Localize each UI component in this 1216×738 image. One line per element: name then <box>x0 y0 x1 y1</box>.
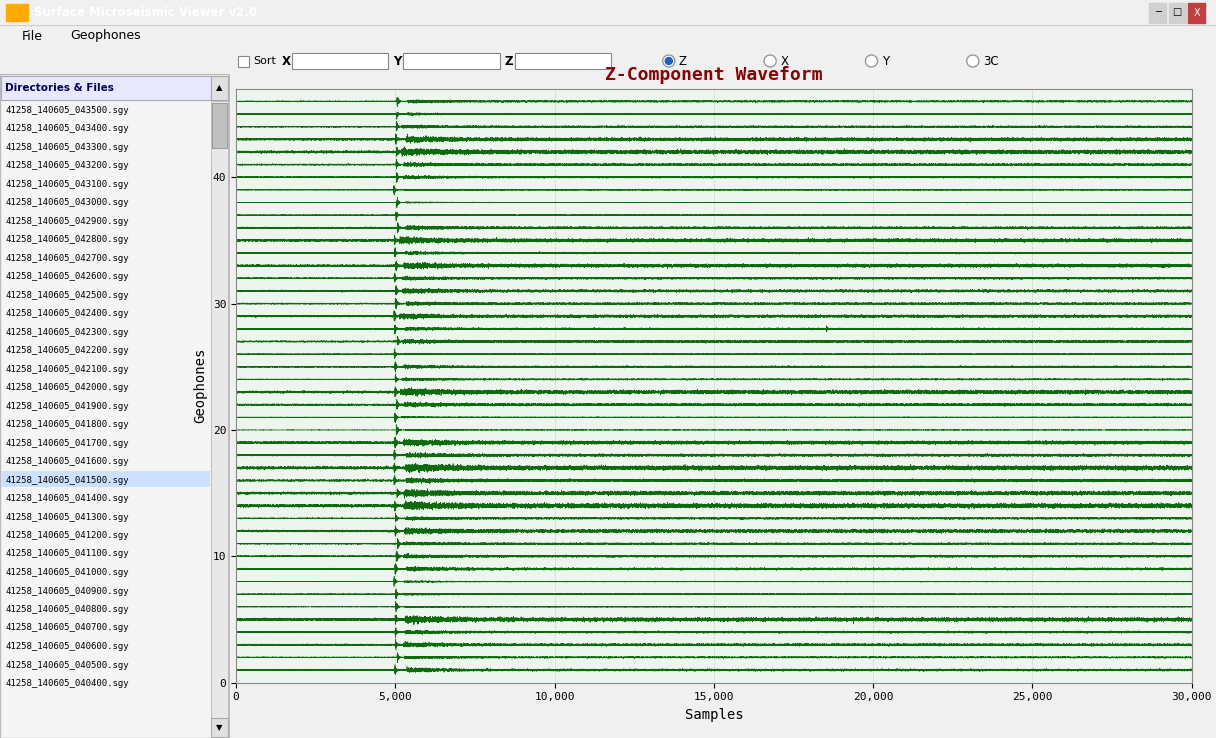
Text: 41258_140605_043200.sgy: 41258_140605_043200.sgy <box>5 161 129 170</box>
Text: X: X <box>781 55 788 67</box>
Text: 41258_140605_041800.sgy: 41258_140605_041800.sgy <box>5 420 129 429</box>
Text: 41258_140605_043100.sgy: 41258_140605_043100.sgy <box>5 179 129 188</box>
Text: 41258_140605_042200.sgy: 41258_140605_042200.sgy <box>5 346 129 355</box>
Text: 41258_140605_042300.sgy: 41258_140605_042300.sgy <box>5 328 129 337</box>
Text: Directories & Files: Directories & Files <box>5 83 114 93</box>
Text: □: □ <box>1172 7 1182 18</box>
Text: File: File <box>22 30 43 43</box>
Bar <box>212 101 229 718</box>
Text: 41258_140605_040600.sgy: 41258_140605_040600.sgy <box>5 642 129 651</box>
Text: Y: Y <box>882 55 889 67</box>
Bar <box>212 76 229 100</box>
Bar <box>292 53 388 69</box>
Circle shape <box>866 55 878 67</box>
Text: 41258_140605_043400.sgy: 41258_140605_043400.sgy <box>5 124 129 133</box>
Bar <box>6 4 28 21</box>
Text: 41258_140605_041700.sgy: 41258_140605_041700.sgy <box>5 438 129 447</box>
Text: 41258_140605_040700.sgy: 41258_140605_040700.sgy <box>5 624 129 632</box>
Text: 41258_140605_041200.sgy: 41258_140605_041200.sgy <box>5 531 129 540</box>
Bar <box>1 76 212 100</box>
Text: 41258_140605_041500.sgy: 41258_140605_041500.sgy <box>5 475 129 485</box>
Text: 41258_140605_042700.sgy: 41258_140605_042700.sgy <box>5 253 129 263</box>
Text: 41258_140605_040400.sgy: 41258_140605_040400.sgy <box>5 679 129 688</box>
Text: X: X <box>282 55 291 67</box>
Bar <box>514 53 612 69</box>
Text: 41258_140605_041600.sgy: 41258_140605_041600.sgy <box>5 457 129 466</box>
X-axis label: Samples: Samples <box>685 708 743 722</box>
Bar <box>1169 2 1186 22</box>
Text: 41258_140605_041000.sgy: 41258_140605_041000.sgy <box>5 568 129 577</box>
Text: ▼: ▼ <box>215 723 223 733</box>
Text: X: X <box>1193 7 1200 18</box>
Text: 41258_140605_041100.sgy: 41258_140605_041100.sgy <box>5 550 129 559</box>
Text: 41258_140605_041300.sgy: 41258_140605_041300.sgy <box>5 512 129 522</box>
Text: 41258_140605_042100.sgy: 41258_140605_042100.sgy <box>5 365 129 373</box>
Circle shape <box>764 55 776 67</box>
Bar <box>1188 2 1205 22</box>
Text: Z: Z <box>505 55 513 67</box>
Text: 41258_140605_042900.sgy: 41258_140605_042900.sgy <box>5 216 129 226</box>
Text: Surface Microseismic Viewer v2.0: Surface Microseismic Viewer v2.0 <box>34 6 257 19</box>
Bar <box>1149 2 1166 22</box>
Text: 41258_140605_043000.sgy: 41258_140605_043000.sgy <box>5 198 129 207</box>
Text: 41258_140605_043300.sgy: 41258_140605_043300.sgy <box>5 142 129 151</box>
Text: 41258_140605_042400.sgy: 41258_140605_042400.sgy <box>5 309 129 318</box>
Text: 41258_140605_040800.sgy: 41258_140605_040800.sgy <box>5 605 129 614</box>
Y-axis label: Geophones: Geophones <box>193 348 207 424</box>
Text: Sort: Sort <box>253 56 276 66</box>
Text: Z: Z <box>679 55 687 67</box>
Text: 3C: 3C <box>983 55 998 67</box>
Circle shape <box>967 55 979 67</box>
Text: 41258_140605_040900.sgy: 41258_140605_040900.sgy <box>5 587 129 596</box>
Text: 41258_140605_042600.sgy: 41258_140605_042600.sgy <box>5 272 129 281</box>
Bar <box>238 56 249 67</box>
Bar <box>404 53 500 69</box>
Text: 41258_140605_042000.sgy: 41258_140605_042000.sgy <box>5 383 129 392</box>
Circle shape <box>663 55 675 67</box>
Circle shape <box>665 58 672 64</box>
Text: 41258_140605_041900.sgy: 41258_140605_041900.sgy <box>5 401 129 410</box>
Bar <box>212 103 227 148</box>
Text: 41258_140605_042500.sgy: 41258_140605_042500.sgy <box>5 291 129 300</box>
Bar <box>1 471 210 487</box>
Text: 41258_140605_041400.sgy: 41258_140605_041400.sgy <box>5 494 129 503</box>
Bar <box>212 718 229 737</box>
Title: Z-Component Waveform: Z-Component Waveform <box>606 66 823 84</box>
Text: 41258_140605_043500.sgy: 41258_140605_043500.sgy <box>5 106 129 114</box>
Text: 41258_140605_042800.sgy: 41258_140605_042800.sgy <box>5 235 129 244</box>
Text: ─: ─ <box>1155 7 1160 18</box>
Text: 41258_140605_040500.sgy: 41258_140605_040500.sgy <box>5 661 129 669</box>
Text: Y: Y <box>393 55 401 67</box>
Text: ▲: ▲ <box>215 83 223 92</box>
Text: Geophones: Geophones <box>71 30 141 43</box>
